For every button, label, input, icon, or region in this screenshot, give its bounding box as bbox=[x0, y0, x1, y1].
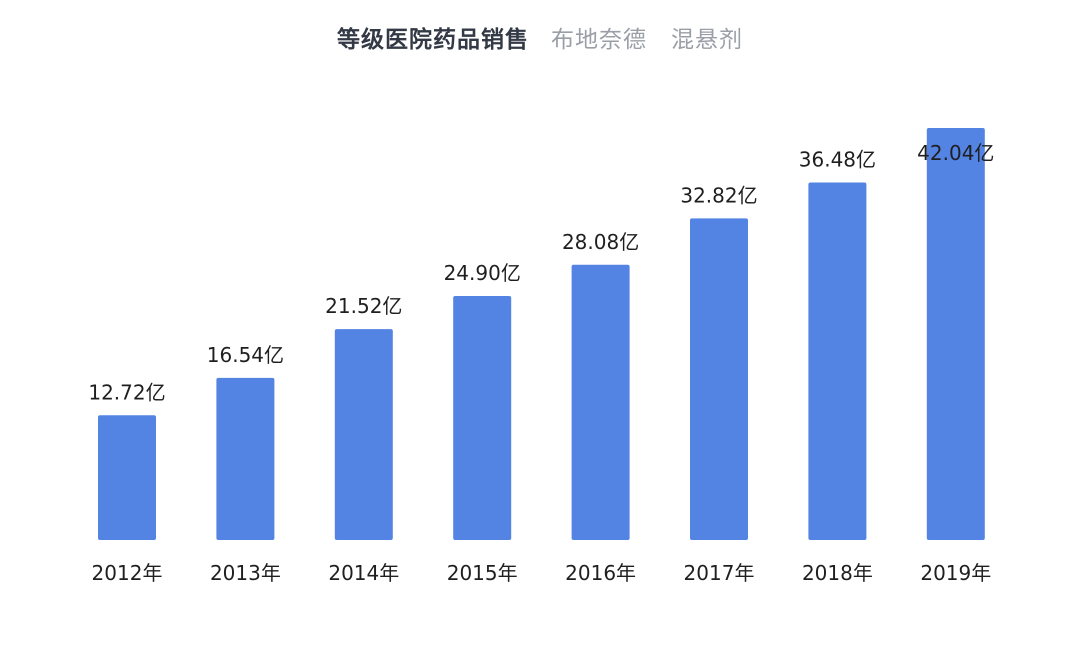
bar-2017年 bbox=[690, 218, 748, 540]
bar-2019年 bbox=[926, 128, 985, 540]
chart-title: 等级医院药品销售 布地奈德 混悬剂 bbox=[0, 20, 1080, 54]
bar-2012年 bbox=[98, 415, 156, 540]
bar-2014年 bbox=[334, 329, 393, 540]
x-tick-label-2015年: 2015年 bbox=[447, 561, 518, 585]
bar-2015年 bbox=[453, 296, 512, 540]
bar-2016年 bbox=[571, 264, 630, 540]
data-label-2012年: 12.72亿 bbox=[88, 380, 165, 404]
x-tick-label-2017年: 2017年 bbox=[684, 561, 755, 585]
x-tick-label-2019年: 2019年 bbox=[920, 561, 991, 585]
bar-2013年 bbox=[216, 377, 275, 540]
chart-title-subtitle: 布地奈德 混悬剂 bbox=[551, 27, 743, 53]
data-label-2014年: 21.52亿 bbox=[325, 294, 402, 318]
chart-title-main: 等级医院药品销售 bbox=[337, 27, 529, 53]
data-label-2016年: 28.08亿 bbox=[562, 230, 639, 254]
data-label-2015年: 24.90亿 bbox=[444, 261, 521, 285]
data-label-2013年: 16.54亿 bbox=[207, 343, 284, 367]
bar-2018年 bbox=[808, 182, 867, 540]
x-tick-label-2013年: 2013年 bbox=[210, 561, 281, 585]
x-tick-label-2012年: 2012年 bbox=[92, 561, 163, 585]
data-label-2019年: 42.04亿 bbox=[917, 141, 994, 165]
data-label-2018年: 36.48亿 bbox=[799, 148, 876, 172]
x-tick-label-2016年: 2016年 bbox=[565, 561, 636, 585]
x-tick-label-2014年: 2014年 bbox=[328, 561, 399, 585]
x-tick-label-2018年: 2018年 bbox=[802, 561, 873, 585]
data-label-2017年: 32.82亿 bbox=[680, 183, 757, 207]
